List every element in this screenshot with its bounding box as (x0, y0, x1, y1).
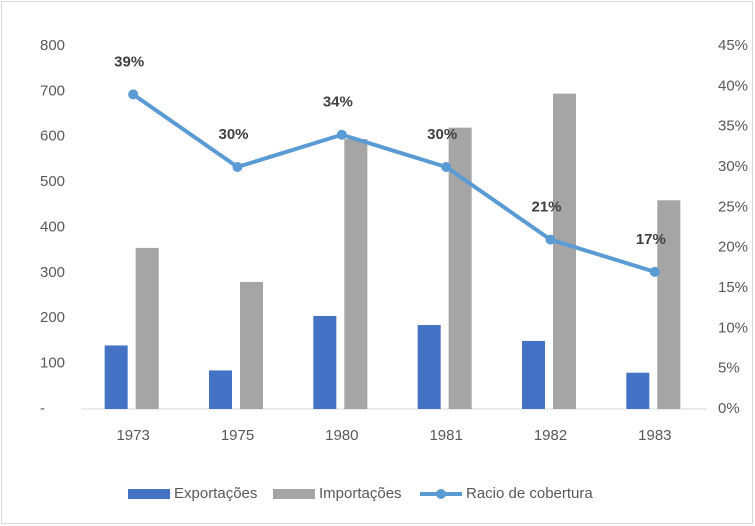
y-tick-label: 200 (40, 309, 65, 326)
y-tick-label: 300 (40, 264, 65, 281)
bar (417, 325, 441, 409)
y2-tick-label: 0% (718, 400, 740, 417)
legend-label: Racio de cobertura (466, 485, 593, 502)
x-tick-label: 1981 (429, 427, 462, 444)
line (132, 92, 656, 274)
legend-swatch (273, 489, 315, 499)
line-marker (441, 162, 452, 172)
line-marker (128, 89, 139, 100)
legend-swatch (128, 489, 170, 499)
y-tick-label: 600 (40, 128, 65, 145)
line-marker (649, 266, 660, 277)
bar (626, 372, 650, 409)
y-tick-label: 800 (40, 37, 65, 54)
bar (344, 139, 368, 410)
y-tick-label: 700 (40, 82, 65, 99)
bar (104, 345, 128, 409)
bar (657, 200, 681, 409)
x-tick-label: 1980 (325, 427, 358, 444)
data-label: 17% (636, 231, 666, 248)
data-label: 30% (218, 126, 248, 143)
y2-tick-label: 15% (718, 279, 748, 296)
y2-tick-label: 25% (718, 198, 748, 215)
y2-tick-label: 20% (718, 239, 748, 256)
x-tick-label: 1973 (116, 427, 149, 444)
line-marker (545, 234, 556, 245)
y-tick-label: - (40, 400, 45, 417)
bar (448, 127, 472, 410)
data-label: 30% (427, 126, 457, 143)
y2-tick-label: 45% (718, 37, 748, 54)
y-tick-label: 500 (40, 173, 65, 190)
bar (553, 93, 576, 410)
legend-marker (436, 489, 446, 499)
y2-tick-label: 5% (718, 360, 740, 377)
legend-label: Exportações (174, 485, 257, 502)
y2-tick-label: 30% (718, 158, 748, 175)
data-label: 34% (323, 94, 353, 111)
data-label: 39% (114, 53, 144, 70)
y2-tick-label: 10% (718, 319, 748, 336)
line-marker (232, 162, 243, 172)
y-tick-label: 100 (40, 355, 65, 372)
legend-label: Importações (319, 485, 402, 502)
bar (135, 247, 159, 409)
line-marker (336, 129, 347, 140)
bar (240, 281, 263, 409)
y-tick-label: 400 (40, 218, 65, 235)
x-tick-label: 1982 (534, 427, 567, 444)
y2-tick-label: 35% (718, 118, 748, 135)
bar (209, 370, 232, 409)
bar (522, 340, 545, 409)
y2-tick-label: 40% (718, 77, 748, 94)
data-label: 21% (531, 199, 561, 216)
x-tick-label: 1983 (638, 427, 671, 444)
bar (313, 315, 337, 409)
x-tick-label: 1975 (221, 427, 254, 444)
